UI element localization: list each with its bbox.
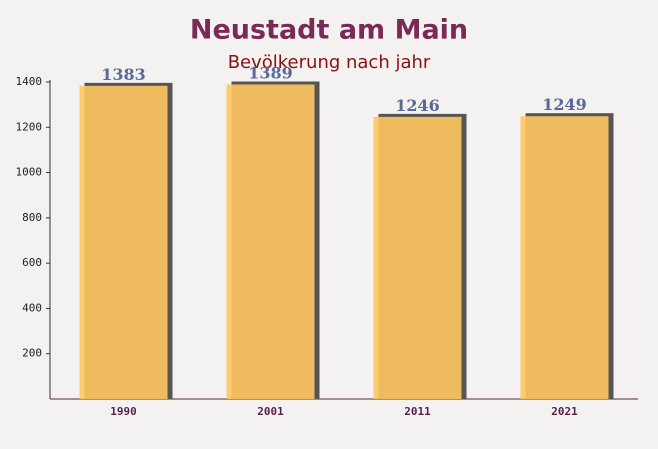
value-label: 1389 (248, 63, 293, 82)
y-tick-label: 1200 (16, 120, 43, 133)
x-tick-label: 2001 (257, 405, 284, 418)
value-label: 1249 (542, 95, 587, 114)
bar (226, 84, 315, 399)
y-tick-label: 1000 (16, 166, 43, 179)
chart-title: Neustadt am Main (190, 15, 468, 46)
bar (373, 116, 462, 400)
value-label: 1383 (101, 65, 146, 84)
x-tick-label: 1990 (110, 405, 137, 418)
y-tick-label: 1400 (16, 75, 43, 88)
value-label: 1246 (395, 96, 440, 115)
y-tick-label: 200 (22, 347, 42, 360)
y-tick-label: 400 (22, 301, 42, 314)
bar (520, 116, 609, 400)
x-tick-label: 2011 (404, 405, 431, 418)
y-tick-label: 600 (22, 256, 42, 269)
chart-subtitle: Bevölkerung nach jahr (228, 52, 431, 73)
y-tick-label: 800 (22, 211, 42, 224)
bar (79, 85, 168, 399)
x-tick-label: 2021 (551, 405, 578, 418)
